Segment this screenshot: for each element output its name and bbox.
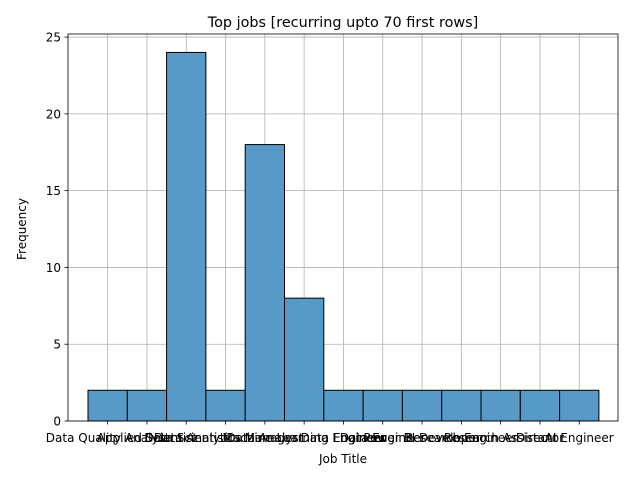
bar bbox=[480, 389, 521, 422]
y-tick-label: 25 bbox=[46, 31, 61, 45]
x-tick-label: Machine Learning Engineer bbox=[222, 431, 385, 445]
y-tick-label: 20 bbox=[46, 107, 61, 121]
bar bbox=[284, 297, 325, 422]
x-tick-label: Data Scientist bbox=[144, 431, 228, 445]
bar bbox=[244, 144, 285, 422]
bar bbox=[323, 389, 364, 422]
bar bbox=[401, 389, 443, 422]
bar bbox=[166, 51, 207, 422]
x-tick-label: Research Engineer bbox=[405, 431, 517, 445]
bar bbox=[519, 389, 561, 422]
x-tick-label: Data Analytics Manager bbox=[154, 431, 297, 445]
bar bbox=[362, 389, 403, 422]
x-tick-label: Power BI Developer bbox=[363, 431, 480, 445]
plot-frame bbox=[67, 33, 619, 422]
bar bbox=[87, 389, 128, 422]
bar bbox=[441, 389, 482, 422]
x-tick-label: Applied Scientist bbox=[97, 431, 198, 445]
bar bbox=[205, 389, 246, 422]
x-tick-label: Data Quality Analyst bbox=[46, 431, 170, 445]
axes-frame bbox=[67, 33, 619, 422]
x-axis-label: Job Title bbox=[318, 452, 367, 466]
chart-title: Top jobs [recurring upto 70 first rows] bbox=[207, 15, 479, 31]
x-tick-label: AI Engineer bbox=[545, 431, 614, 445]
bars-layer bbox=[87, 51, 600, 422]
y-tick-label: 0 bbox=[53, 415, 61, 429]
x-tick-label: Director bbox=[516, 431, 564, 445]
bar bbox=[559, 389, 600, 422]
x-tick-label: Research Assistant bbox=[444, 431, 558, 445]
y-axis-label: Frequency bbox=[15, 198, 29, 260]
bar bbox=[126, 389, 168, 422]
y-tick-label: 10 bbox=[46, 261, 61, 275]
y-axis: 0 5 10 15 20 25 bbox=[46, 31, 68, 429]
y-tick-label: 15 bbox=[46, 184, 61, 198]
x-tick-label: Data Analyst bbox=[226, 431, 303, 445]
grid-layer bbox=[68, 34, 618, 422]
y-tick-label: 5 bbox=[53, 338, 61, 352]
x-tick-label: Data Engineer bbox=[300, 431, 386, 445]
x-tick-label: Data Engineer bbox=[340, 431, 426, 445]
